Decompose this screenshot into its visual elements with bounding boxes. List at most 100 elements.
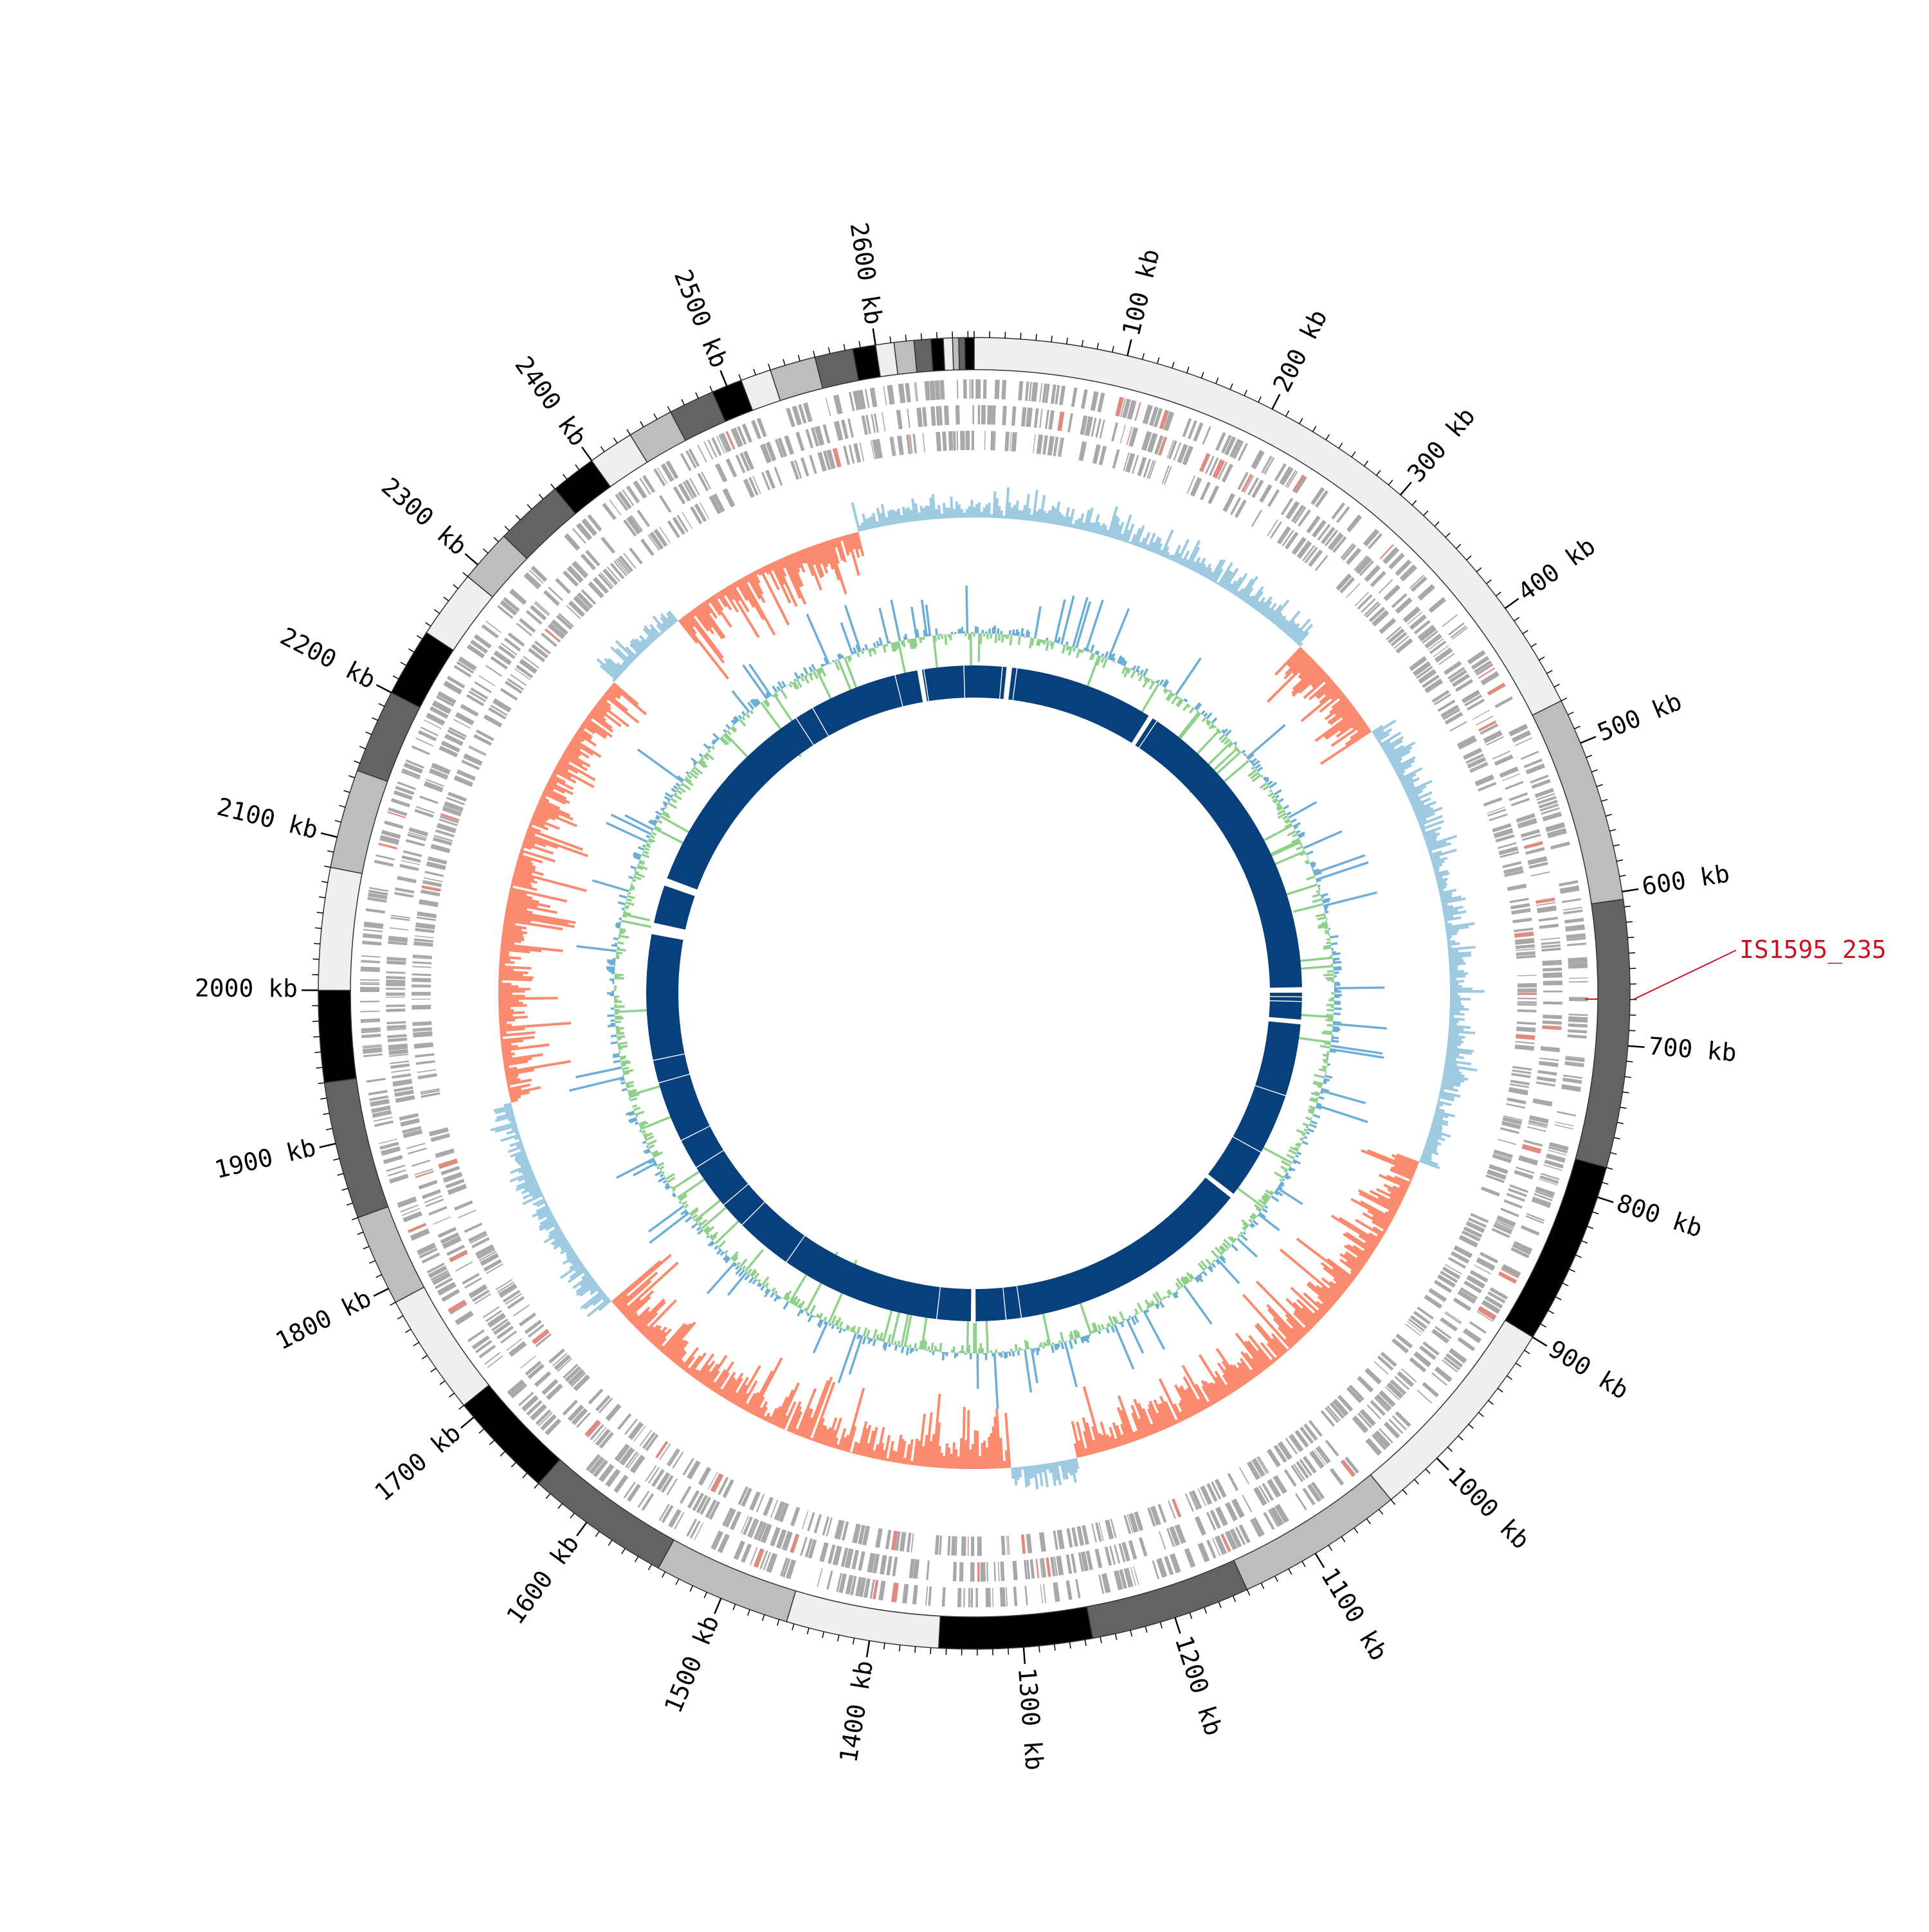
cds-feature bbox=[464, 1277, 482, 1288]
cds-feature bbox=[1543, 1015, 1562, 1019]
gc-content-bar bbox=[795, 673, 799, 679]
cds-feature bbox=[1517, 1001, 1537, 1004]
cds-feature bbox=[424, 871, 444, 877]
cds-feature bbox=[638, 1491, 650, 1508]
minor-tick bbox=[1275, 1576, 1278, 1582]
gc-content-bar bbox=[1133, 1316, 1134, 1317]
minor-tick bbox=[1586, 755, 1592, 758]
minor-tick bbox=[489, 1440, 494, 1445]
minor-tick bbox=[1625, 1077, 1631, 1078]
cds-feature bbox=[1564, 918, 1584, 924]
cds-feature bbox=[723, 488, 736, 507]
minor-tick bbox=[1582, 1241, 1588, 1243]
gc-skew-bar bbox=[1449, 969, 1458, 970]
gc-content-bar bbox=[1217, 1259, 1239, 1283]
cds-feature bbox=[1010, 432, 1011, 451]
cds-feature bbox=[1516, 951, 1535, 955]
gc-content-bar bbox=[1033, 1348, 1034, 1352]
gc-skew-bar bbox=[965, 1440, 966, 1469]
gc-skew-bar bbox=[1449, 1011, 1460, 1012]
contig-block bbox=[943, 338, 954, 371]
gc-content-bar bbox=[775, 1291, 777, 1294]
cds-feature bbox=[968, 1588, 970, 1607]
contig-block bbox=[959, 338, 965, 370]
cds-feature bbox=[711, 437, 721, 456]
annotation-label[interactable]: IS1595_235 bbox=[1739, 935, 1887, 964]
cds-feature bbox=[1445, 1312, 1462, 1323]
gc-skew-bar bbox=[924, 508, 925, 520]
cds-feature bbox=[386, 1009, 405, 1012]
gc-content-bar bbox=[611, 945, 617, 946]
gc-content-bar bbox=[1242, 750, 1245, 753]
minor-tick bbox=[1204, 1607, 1207, 1613]
cds-feature bbox=[1521, 1225, 1540, 1236]
gc-content-bar bbox=[1203, 1271, 1207, 1276]
cds-feature bbox=[1295, 1493, 1307, 1510]
minor-tick bbox=[1606, 815, 1612, 817]
contig-block bbox=[965, 338, 974, 370]
gc-content-bar bbox=[647, 844, 650, 845]
minor-tick bbox=[1587, 1226, 1593, 1229]
gc-content-bar bbox=[1131, 671, 1134, 678]
minor-tick bbox=[320, 1098, 327, 1099]
gc-content-bar bbox=[1293, 904, 1323, 912]
minor-tick bbox=[1258, 397, 1261, 402]
minor-tick bbox=[342, 1188, 349, 1190]
gc-skew-bar bbox=[1420, 826, 1424, 827]
gc-content-bar bbox=[1238, 1239, 1257, 1257]
cds-feature bbox=[957, 379, 959, 399]
cds-feature bbox=[822, 424, 830, 444]
gc-content-bar bbox=[1304, 1130, 1307, 1131]
gc-skew-bar bbox=[521, 848, 523, 849]
gc-content-bar bbox=[692, 1223, 697, 1228]
gc-content-bar bbox=[1332, 953, 1341, 954]
minor-tick bbox=[1289, 1569, 1292, 1575]
cds-feature bbox=[386, 961, 406, 965]
gc-content-bar bbox=[757, 1280, 758, 1281]
gc-content-bar bbox=[998, 628, 999, 634]
cds-feature bbox=[971, 1537, 974, 1556]
gc-content-bar bbox=[1079, 1299, 1091, 1334]
gc-content-bar bbox=[1325, 932, 1329, 933]
gc-skew-bar bbox=[958, 1456, 959, 1468]
minor-tick bbox=[1445, 533, 1450, 537]
cds-feature bbox=[1568, 962, 1588, 969]
cds-feature bbox=[412, 984, 431, 988]
cds-feature bbox=[1036, 1559, 1040, 1578]
cds-feature bbox=[1071, 1553, 1076, 1573]
cds-feature bbox=[390, 927, 409, 930]
gc-skew-bar bbox=[954, 509, 955, 518]
cds-feature bbox=[493, 698, 512, 712]
major-tick bbox=[1580, 737, 1596, 743]
gc-content-bar bbox=[910, 1348, 912, 1353]
gc-content-bar bbox=[638, 864, 639, 865]
cds-feature bbox=[880, 1555, 887, 1575]
cds-feature bbox=[364, 921, 384, 928]
gc-content-bar bbox=[892, 1310, 900, 1344]
gc-content-bar bbox=[1327, 939, 1330, 940]
gc-content-bar bbox=[713, 745, 714, 746]
minor-tick bbox=[359, 746, 365, 749]
gc-content-bar bbox=[1310, 1121, 1317, 1124]
cds-feature bbox=[485, 665, 502, 677]
cds-feature bbox=[387, 1034, 406, 1038]
minor-tick bbox=[405, 1329, 411, 1332]
cds-feature bbox=[1078, 441, 1087, 461]
cds-feature bbox=[482, 624, 499, 638]
gc-content-bar bbox=[877, 647, 878, 648]
gc-content-bar bbox=[707, 1236, 708, 1238]
gc-content-bar bbox=[1218, 731, 1220, 734]
cds-feature bbox=[513, 1305, 530, 1317]
cds-feature bbox=[885, 1530, 891, 1549]
gc-skew-bar bbox=[1447, 1041, 1463, 1042]
gc-content-bar bbox=[658, 1163, 664, 1166]
cds-feature bbox=[981, 405, 986, 424]
minor-tick bbox=[1620, 875, 1626, 876]
cds-feature bbox=[1251, 480, 1263, 498]
gc-skew-bar bbox=[941, 1453, 942, 1468]
minor-tick bbox=[479, 1429, 484, 1433]
gc-content-bar bbox=[645, 848, 649, 850]
cds-feature bbox=[1139, 1537, 1148, 1557]
gc-content-bar bbox=[857, 653, 858, 656]
gc-content-bar bbox=[671, 795, 673, 796]
